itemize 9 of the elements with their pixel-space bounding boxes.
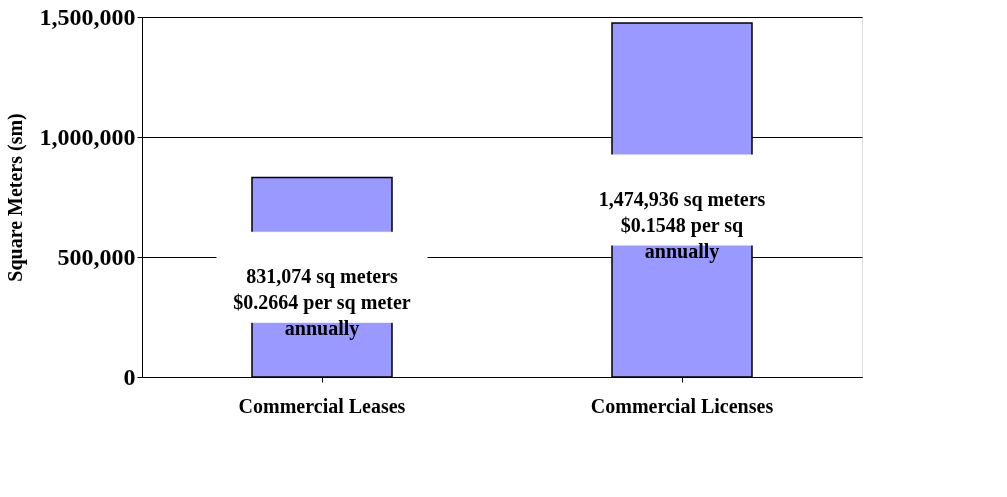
y-tick-label: 1,500,000 (39, 3, 136, 30)
y-tick-label: 500,000 (57, 243, 136, 270)
y-tick-label: 1,000,000 (39, 123, 136, 150)
x-tick-label: Commercial Licenses (590, 394, 774, 417)
y-tick-label: 0 (123, 363, 136, 390)
data-label: 831,074 sq meters $0.2664 per sq meter annually (233, 265, 411, 341)
data-label: 1,474,936 sq meters $0.1548 per sq annually (598, 188, 766, 264)
y-axis-title: Square Meters (sm) (3, 113, 27, 282)
x-tick-label: Commercial Leases (238, 394, 406, 417)
